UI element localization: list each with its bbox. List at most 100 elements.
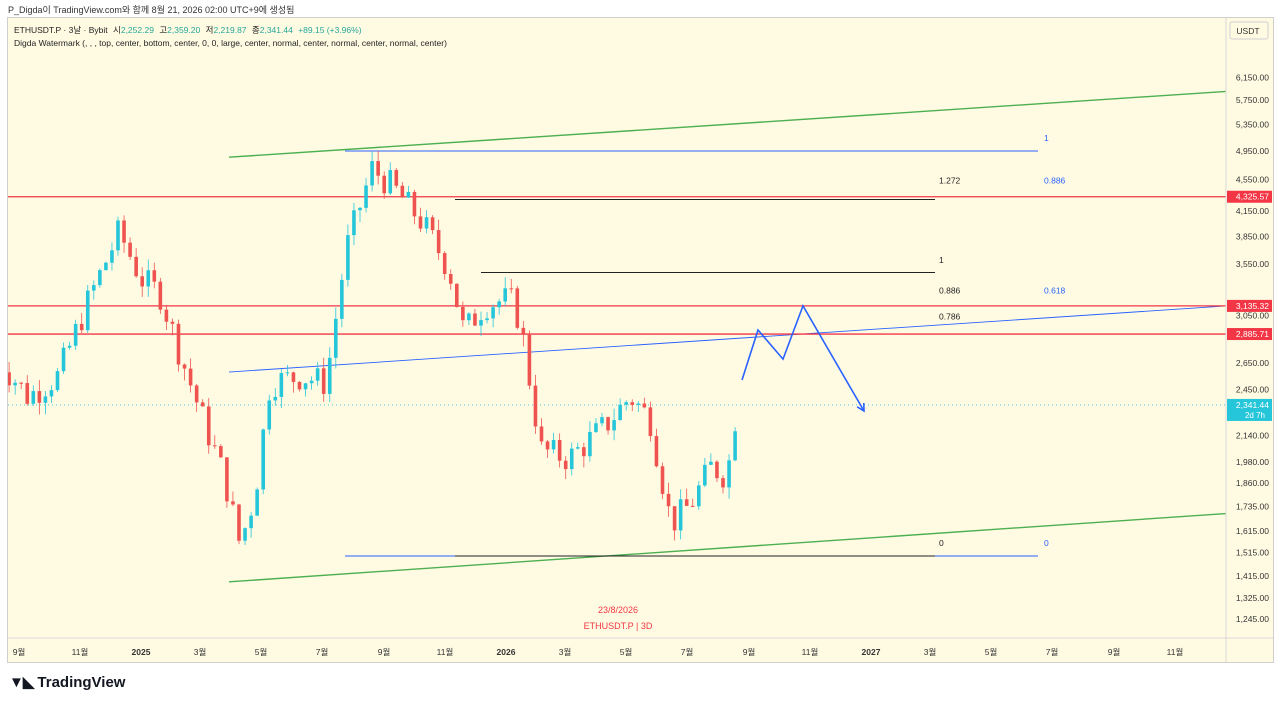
candle-body <box>8 372 11 386</box>
axis-layer: 6,150.00 5,750.00 5,350.00 4,950.00 4,550.00… <box>8 18 1273 662</box>
price-tick-label: 3,850.00 <box>1236 231 1269 241</box>
candle-body <box>67 345 72 348</box>
candle-body <box>606 417 610 431</box>
price-tick-label: 1,980.00 <box>1236 457 1269 467</box>
candle-body <box>684 499 689 506</box>
price-badge-label: 4,325.57 <box>1236 192 1269 202</box>
projection-layer <box>741 304 865 413</box>
legend-symbol[interactable]: ETHUSDT.P · 3날 · Bybit <box>14 25 108 35</box>
price-badge <box>1227 398 1272 421</box>
candle-body <box>92 285 96 291</box>
candle-body <box>61 347 66 372</box>
channel-layer <box>228 90 1227 583</box>
candle-body <box>612 420 616 431</box>
legend-open-label: 시 <box>113 25 121 35</box>
fib-black-label: 0.786 <box>939 312 961 322</box>
legend-high-label: 고 <box>159 25 168 35</box>
candle-body <box>491 307 495 319</box>
fib-blue-label: 0.618 <box>1044 286 1066 296</box>
price-badge <box>1227 299 1272 312</box>
fib-black-label: 0.886 <box>939 286 961 296</box>
candle-body <box>219 446 223 458</box>
candle-body <box>436 230 441 254</box>
levels-layer <box>8 150 1226 557</box>
price-badge <box>1227 328 1272 341</box>
chart-legend: ETHUSDT.P · 3날 · Bybit 시2,252.29 고2,359.… <box>14 24 447 50</box>
price-tick-label: 1,515.00 <box>1236 548 1269 558</box>
price-tick-label: 5,750.00 <box>1236 95 1269 105</box>
candle-body <box>291 372 296 382</box>
candle-body <box>563 460 568 470</box>
legend-indicator[interactable]: Digda Watermark (, , , top, center, bott… <box>14 38 447 48</box>
candle-body <box>255 489 259 516</box>
candle-body <box>588 431 592 457</box>
candle-body <box>448 274 453 284</box>
candle-body <box>152 270 157 282</box>
candle-body <box>594 423 598 432</box>
price-tick-label: 2,140.00 <box>1236 430 1269 440</box>
price-tick-label: 6,150.00 <box>1236 72 1269 82</box>
candle-body <box>557 439 562 461</box>
price-tick-label: 1,325.00 <box>1236 593 1269 603</box>
candle-body <box>358 207 362 211</box>
candle-body <box>648 407 653 437</box>
candle-body <box>382 175 386 194</box>
fib-black-label: 1.272 <box>939 175 961 185</box>
candle-body <box>104 262 108 271</box>
candle-body <box>116 220 120 251</box>
price-tick-label: 2,450.00 <box>1236 385 1269 395</box>
candle-body <box>624 402 628 405</box>
time-tick-label: 5월 <box>985 647 998 657</box>
candle-body <box>618 404 622 421</box>
legend-close-label: 종 <box>251 25 260 35</box>
candle-body <box>334 318 338 358</box>
candle-body <box>213 445 217 447</box>
tradingview-logo[interactable]: ▼◣ TradingView <box>9 673 125 692</box>
candle-body <box>400 185 405 198</box>
candle-body <box>122 220 126 243</box>
candle-body <box>642 403 647 408</box>
candle-body <box>43 396 48 403</box>
price-chart[interactable]: 1.272 1 0.886 0.786 0 1 0.886 0.618 0 4,325.57 3,1… <box>8 18 1273 662</box>
candle-body <box>473 313 477 326</box>
price-badge <box>1227 190 1272 203</box>
price-tick-label: 1,245.00 <box>1236 614 1269 624</box>
labels-layer: 1.272 1 0.886 0.786 0 1 0.886 0.618 0 4,325.57 3,1… <box>584 133 1272 631</box>
candle-body <box>85 290 90 331</box>
time-tick-label: 9월 <box>13 647 26 657</box>
candle-body <box>200 402 205 407</box>
candle-body <box>430 217 435 231</box>
candle-body <box>539 426 544 442</box>
candle-body <box>13 382 17 386</box>
price-tick-label: 1,615.00 <box>1236 526 1269 536</box>
candle-body <box>134 256 138 277</box>
candle-body <box>315 368 320 381</box>
currency-label: USDT <box>1236 26 1259 36</box>
currency-box <box>1229 21 1269 40</box>
channel-line <box>228 90 1227 158</box>
candle-body <box>182 364 187 369</box>
candle-body <box>225 457 229 502</box>
fib-black-label: 1 <box>939 255 944 265</box>
candle-body <box>479 320 483 326</box>
candle-body <box>243 528 247 541</box>
candle-body <box>340 279 344 319</box>
candle-body <box>25 383 30 404</box>
candle-body <box>376 161 380 176</box>
candle-body <box>79 323 84 331</box>
candle-body <box>249 515 253 529</box>
time-tick-label: 11월 <box>437 647 454 657</box>
time-tick-label: 9월 <box>378 647 391 657</box>
candle-body <box>188 368 193 386</box>
candle-body <box>697 485 701 507</box>
projection-arrowhead <box>856 402 865 413</box>
price-tick-label: 5,350.00 <box>1236 120 1269 130</box>
candle-body <box>418 216 423 229</box>
candle-body <box>37 391 42 403</box>
fib-black-label: 0 <box>939 538 944 548</box>
chart-area[interactable]: 1.272 1 0.886 0.786 0 1 0.886 0.618 0 4,325.57 3,1… <box>7 17 1274 663</box>
time-tick-label: 11월 <box>72 647 89 657</box>
candle-body <box>285 372 290 374</box>
watermark-date: 23/8/2026 <box>598 605 638 615</box>
legend-low: 2,219.87 <box>213 25 247 35</box>
